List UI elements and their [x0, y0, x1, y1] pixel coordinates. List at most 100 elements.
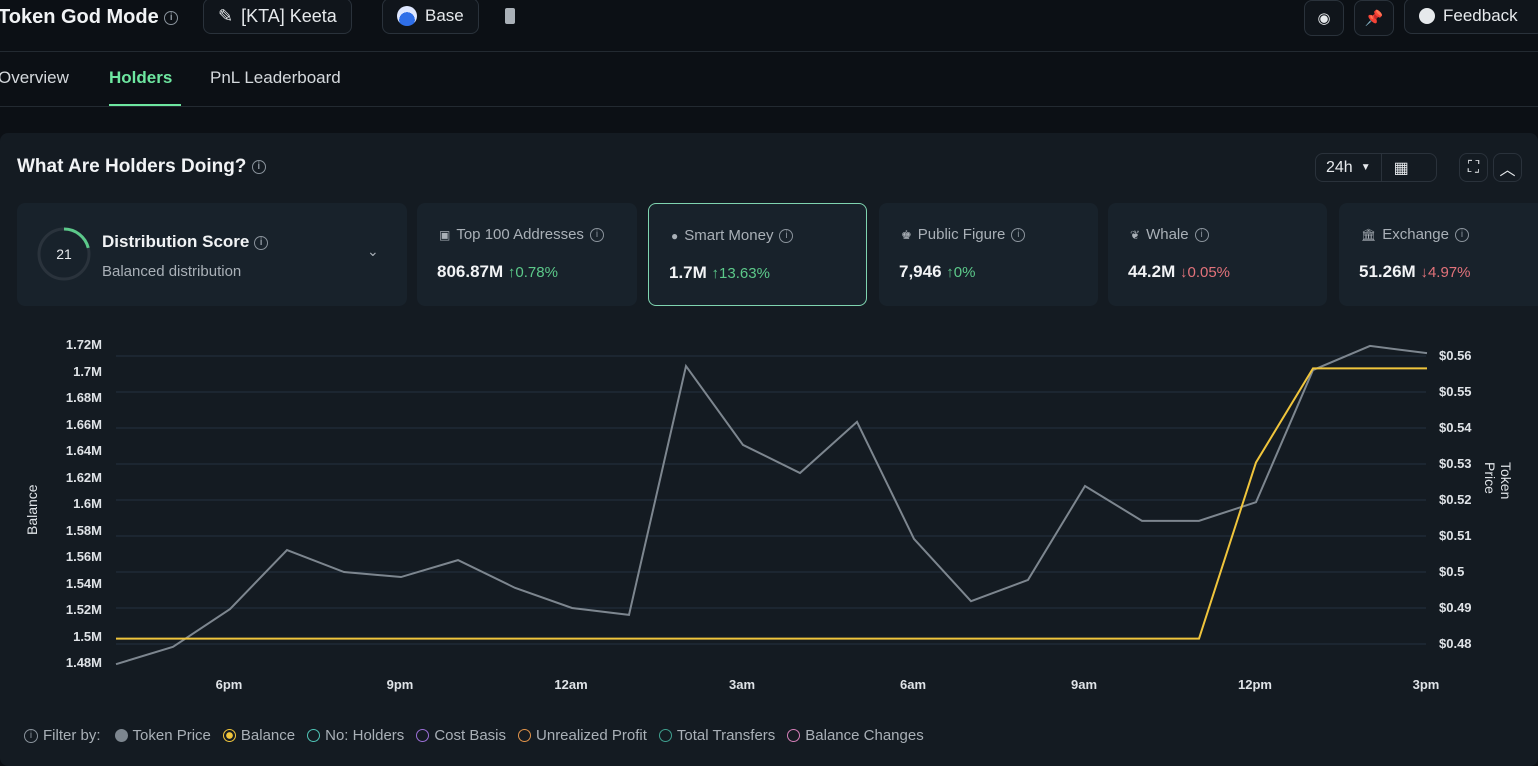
pin-button[interactable]: 📌	[1354, 0, 1394, 36]
smart-money-icon: ●	[671, 228, 679, 243]
arrow-down-icon: ↓	[1179, 264, 1188, 281]
score-ring	[37, 227, 91, 281]
distribution-title-text: Distribution Score	[102, 232, 250, 251]
metric-label-text: Public Figure	[917, 226, 1006, 243]
tab-pnl-leaderboard[interactable]: PnL Leaderboard	[210, 68, 341, 87]
x-tick: 6am	[899, 677, 927, 692]
y-right-tick: $0.51	[1439, 528, 1472, 543]
chevron-down-icon[interactable]: ⌄	[367, 243, 379, 259]
collapse-button[interactable]: ︿	[1493, 153, 1522, 182]
token-label: [KTA] Keeta	[241, 5, 337, 26]
fullscreen-button[interactable]: ⛶	[1459, 153, 1488, 182]
legend-item[interactable]: Balance	[222, 727, 296, 744]
metric-card[interactable]: ● Smart Money i 1.7M ↑13.63%	[648, 203, 867, 306]
divider	[0, 106, 1538, 107]
y-left-tick: 1.62M	[65, 469, 102, 485]
x-tick: 12pm	[1238, 677, 1272, 692]
metric-label-text: Top 100 Addresses	[456, 226, 584, 243]
y-left-tick: 1.66M	[65, 416, 102, 432]
info-icon[interactable]: i	[589, 227, 604, 242]
chain-selector-button[interactable]: Base	[382, 0, 479, 34]
whale-icon: ❦	[1130, 227, 1141, 242]
legend-item[interactable]: Cost Basis	[416, 727, 506, 744]
legend-filter: i Filter by: Token Price Balance No: Holder…	[24, 727, 924, 744]
calendar-icon[interactable]: ▦	[1393, 159, 1409, 177]
metric-value: 7,946 ↑0%	[899, 262, 975, 282]
wallet-icon: ▣	[439, 227, 451, 242]
legend-label: Total Transfers	[676, 727, 776, 744]
legend-item[interactable]: Unrealized Profit	[518, 727, 647, 744]
x-tick: 6pm	[215, 677, 243, 692]
metric-value-text: 51.26M	[1359, 262, 1416, 281]
info-icon[interactable]: i	[254, 235, 269, 250]
legend-label: Cost Basis	[434, 727, 507, 744]
legend-label: Balance	[240, 727, 296, 744]
legend-item[interactable]: Balance Changes	[787, 727, 924, 744]
metric-change: 4.97%	[1427, 264, 1471, 281]
pencil-icon: ✎	[218, 5, 234, 26]
legend-item[interactable]: No: Holders	[307, 727, 404, 744]
score-value: 21	[56, 246, 72, 262]
metric-change: 0.78%	[515, 264, 558, 281]
arrow-up-icon: ↑	[711, 265, 720, 282]
metric-label-text: Smart Money	[684, 227, 774, 244]
y-right-tick: $0.5	[1439, 564, 1465, 579]
divider	[0, 51, 1538, 52]
y-right-tick: $0.49	[1439, 600, 1472, 615]
metric-card[interactable]: ♚ Public Figure i 7,946 ↑0%	[879, 203, 1098, 306]
metric-value: 1.7M ↑13.63%	[669, 263, 770, 283]
title-text: Token God Mode	[0, 6, 159, 28]
metric-card[interactable]: 🏛 Exchange i 51.26M ↓4.97%	[1339, 203, 1538, 306]
info-icon[interactable]: i	[164, 10, 179, 25]
feedback-button[interactable]: Feedback	[1404, 0, 1538, 34]
y-left-tick: 1.54M	[65, 575, 102, 591]
metric-value-text: 1.7M	[669, 263, 707, 282]
info-icon[interactable]: i	[1194, 227, 1209, 242]
info-icon[interactable]: i	[24, 728, 38, 743]
y-left-tick: 1.58M	[65, 522, 102, 538]
active-tab-indicator	[109, 104, 181, 106]
metric-value-text: 806.87M	[437, 262, 504, 281]
timeframe-group: 24h ▼ ▦	[1315, 153, 1437, 182]
token-selector-button[interactable]: ✎ [KTA] Keeta	[203, 0, 352, 34]
distribution-score-card[interactable]: 21 Distribution Score i Balanced distrib…	[17, 203, 407, 306]
legend-marker-icon	[222, 729, 236, 742]
score-ring-fill	[37, 227, 91, 281]
legend-item[interactable]: Token Price	[114, 727, 211, 744]
metric-value: 51.26M ↓4.97%	[1359, 262, 1470, 282]
info-icon[interactable]: i	[779, 228, 794, 243]
y-right-tick: $0.48	[1439, 636, 1472, 651]
y-right-tick: $0.56	[1439, 348, 1472, 363]
copy-icon[interactable]	[505, 8, 515, 24]
y-left-tick: 1.48M	[65, 655, 102, 670]
metric-label: ♚ Public Figure i	[901, 226, 1026, 243]
y-left-tick: 1.68M	[65, 390, 102, 405]
metric-card[interactable]: ▣ Top 100 Addresses i 806.87M ↑0.78%	[417, 203, 637, 306]
metric-change: 0%	[953, 264, 976, 281]
info-icon[interactable]: i	[1454, 227, 1469, 242]
tab-holders[interactable]: Holders	[109, 68, 173, 87]
metric-value-text: 7,946	[899, 262, 942, 281]
arrow-down-icon: ↓	[1420, 264, 1428, 281]
x-tick: 12am	[554, 677, 588, 692]
metric-label-text: Exchange	[1382, 226, 1449, 243]
arrow-up-icon: ↑	[946, 264, 954, 281]
y-left-tick: 1.72M	[65, 337, 102, 352]
legend-label: Token Price	[132, 727, 211, 744]
metric-card[interactable]: ❦ Whale i 44.2M ↓0.05%	[1108, 203, 1327, 306]
watch-button[interactable]: ◉	[1304, 0, 1344, 36]
legend-item[interactable]: Total Transfers	[658, 727, 776, 744]
caret-down-icon: ▼	[1360, 162, 1371, 173]
timeframe-select[interactable]: 24h ▼	[1316, 154, 1382, 181]
info-icon[interactable]: i	[251, 159, 266, 174]
y-axis-right-label: Token Price	[1482, 462, 1514, 500]
metric-label-text: Whale	[1146, 226, 1189, 243]
legend-marker-icon	[416, 729, 430, 742]
distribution-subtitle: Balanced distribution	[102, 263, 242, 280]
info-icon[interactable]: i	[1011, 227, 1026, 242]
tab-overview[interactable]: Overview	[0, 68, 69, 87]
x-tick: 3pm	[1412, 677, 1440, 692]
legend-label: No: Holders	[325, 727, 405, 744]
distribution-title: Distribution Score i	[102, 232, 269, 252]
legend-label: Unrealized Profit	[536, 727, 647, 744]
